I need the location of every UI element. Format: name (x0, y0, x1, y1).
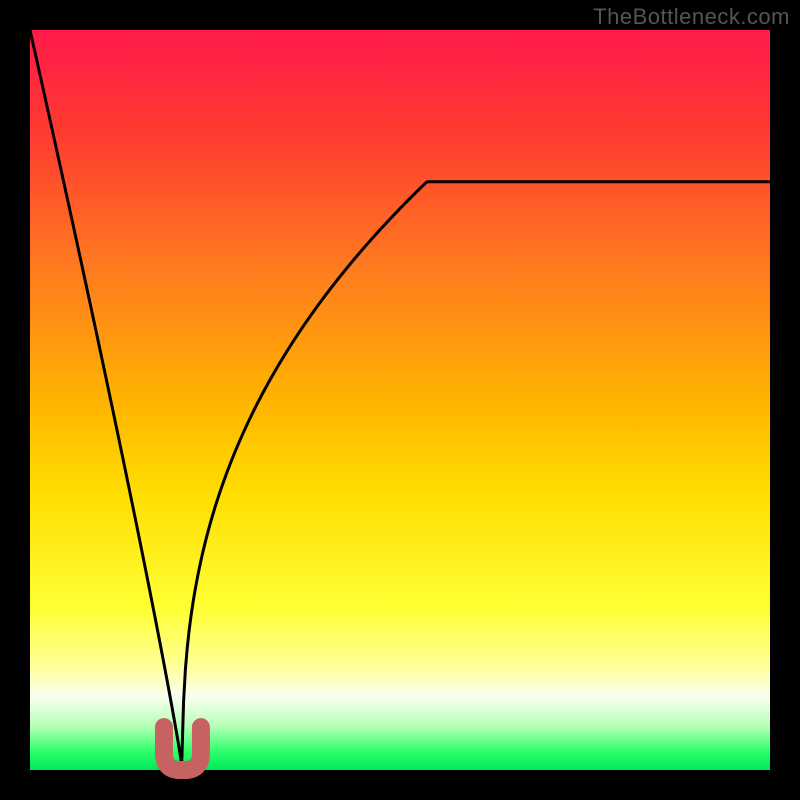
gradient-background (30, 30, 770, 770)
watermark-text: TheBottleneck.com (593, 4, 790, 30)
chart-svg (0, 0, 800, 800)
stage: TheBottleneck.com (0, 0, 800, 800)
